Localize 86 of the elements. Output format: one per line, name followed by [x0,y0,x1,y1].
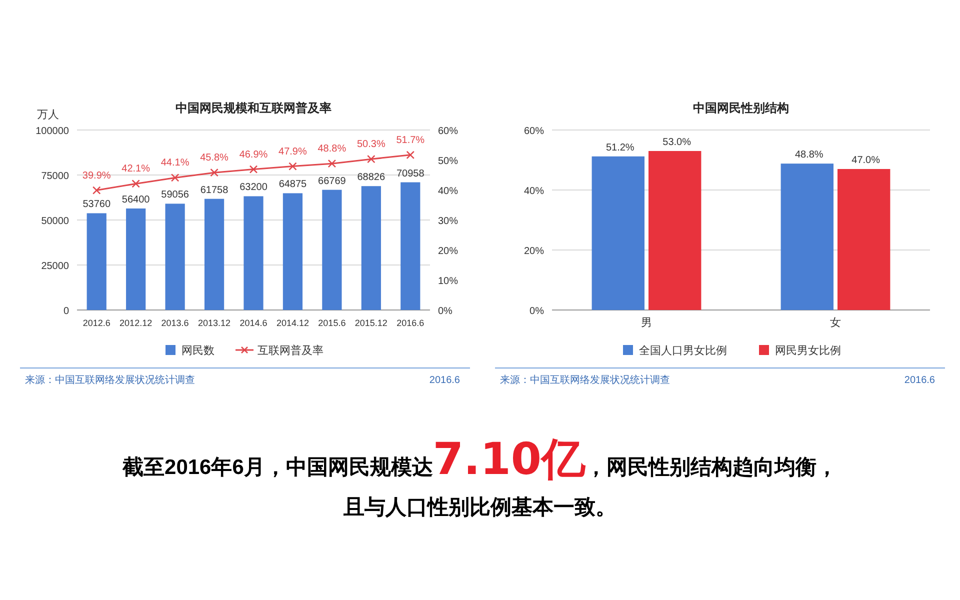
text: 且与人口性别比例基本一致。 [344,496,616,519]
data-label: 70958 [396,168,425,180]
legend-label: 网民男女比例 [775,344,841,357]
y-axis-title: 万人 [37,109,59,121]
data-label: 48.8% [318,144,346,155]
point [288,162,297,170]
x-tick-label: 2015.12 [354,318,388,328]
bar [648,151,702,310]
legend-label: 全国人口男女比例 [639,344,727,357]
point [406,150,415,160]
y2-tick-label: 50% [438,156,458,167]
x-tick-label: 2016.6 [396,318,424,328]
point [249,165,258,174]
chart-title: 中国网民性别结构 [693,101,789,115]
legend-label: 网民数 [182,345,214,357]
x-tick-label: 2015.6 [318,318,346,328]
text: 7.10亿 [432,434,586,485]
bar [282,193,303,310]
point [170,174,180,182]
data-label: 44.1% [160,158,190,169]
data-label: 61758 [200,184,229,196]
data-label: 50.3% [356,139,386,150]
data-label: 59056 [161,190,190,201]
data-label: 53760 [82,199,111,210]
text: 2016.6 [904,375,936,386]
data-label: 42.1% [122,164,150,175]
chart-title: 中国网民规模和互联网普及率 [176,101,332,115]
source-note: 来源：中国互联网络发展状况统计调查 [500,374,670,386]
text: 截至2016年6月，中国网民规模达 [122,456,433,479]
x-tick-label: 2012.6 [82,318,110,328]
y2-tick-label: 30% [438,216,458,227]
bar [322,190,342,310]
bar [86,213,106,310]
data-label: 63200 [240,182,268,194]
y-tick-label: 75000 [41,171,70,182]
y2-tick-label: 0% [438,306,453,317]
point [92,186,101,194]
x-tick-label: 2014.12 [276,318,309,328]
data-label: 53.0% [662,137,692,148]
bar [780,164,834,310]
data-label: 47.0% [852,155,880,166]
y-tick-label: 0% [530,306,544,317]
y-tick-label: 20% [524,246,544,257]
y2-tick-label: 10% [438,276,458,287]
bar [838,169,890,310]
y-tick-label: 60% [524,126,544,137]
data-label: 68826 [357,172,386,184]
data-label: 51.7% [396,134,425,146]
x-tick-label: 2013.6 [161,318,189,328]
x-tick-label: 女 [830,317,841,329]
data-label: 46.9% [239,149,268,160]
y-tick-label: 100000 [36,126,70,137]
text: 2016.6 [429,375,460,386]
bar [361,186,381,310]
bar [244,196,264,310]
point [210,168,218,177]
text: ，网民性别结构趋向均衡， [585,456,838,479]
data-label: 45.8% [200,152,229,164]
point [132,180,140,188]
bar [400,182,420,310]
data-label: 56400 [122,194,150,206]
data-label: 64875 [278,179,308,190]
point [367,154,376,164]
x-tick-label: 2014.6 [240,318,268,328]
x-tick-label: 2013.12 [198,318,231,328]
x-tick-label: 2012.12 [120,318,152,328]
data-label: 66769 [318,176,346,187]
y2-tick-label: 40% [438,186,458,197]
data-label: 39.9% [82,170,111,182]
data-label: 48.8% [794,150,824,161]
y-tick-label: 0 [63,306,70,317]
bar [592,156,644,310]
y-tick-label: 50000 [41,216,70,227]
y-tick-label: 40% [524,186,544,197]
bar [204,198,224,310]
x-tick-label: 男 [641,317,652,329]
y-tick-label: 25000 [41,261,70,272]
data-label: 51.2% [606,142,634,154]
y2-tick-label: 20% [438,246,458,257]
point [328,159,336,168]
source-note: 来源：中国互联网络发展状况统计调查 [25,374,195,386]
bar [165,204,185,310]
legend-label: 互联网普及率 [258,344,324,357]
data-label: 47.9% [278,146,308,158]
y2-tick-label: 60% [438,126,458,137]
bar [126,208,146,310]
